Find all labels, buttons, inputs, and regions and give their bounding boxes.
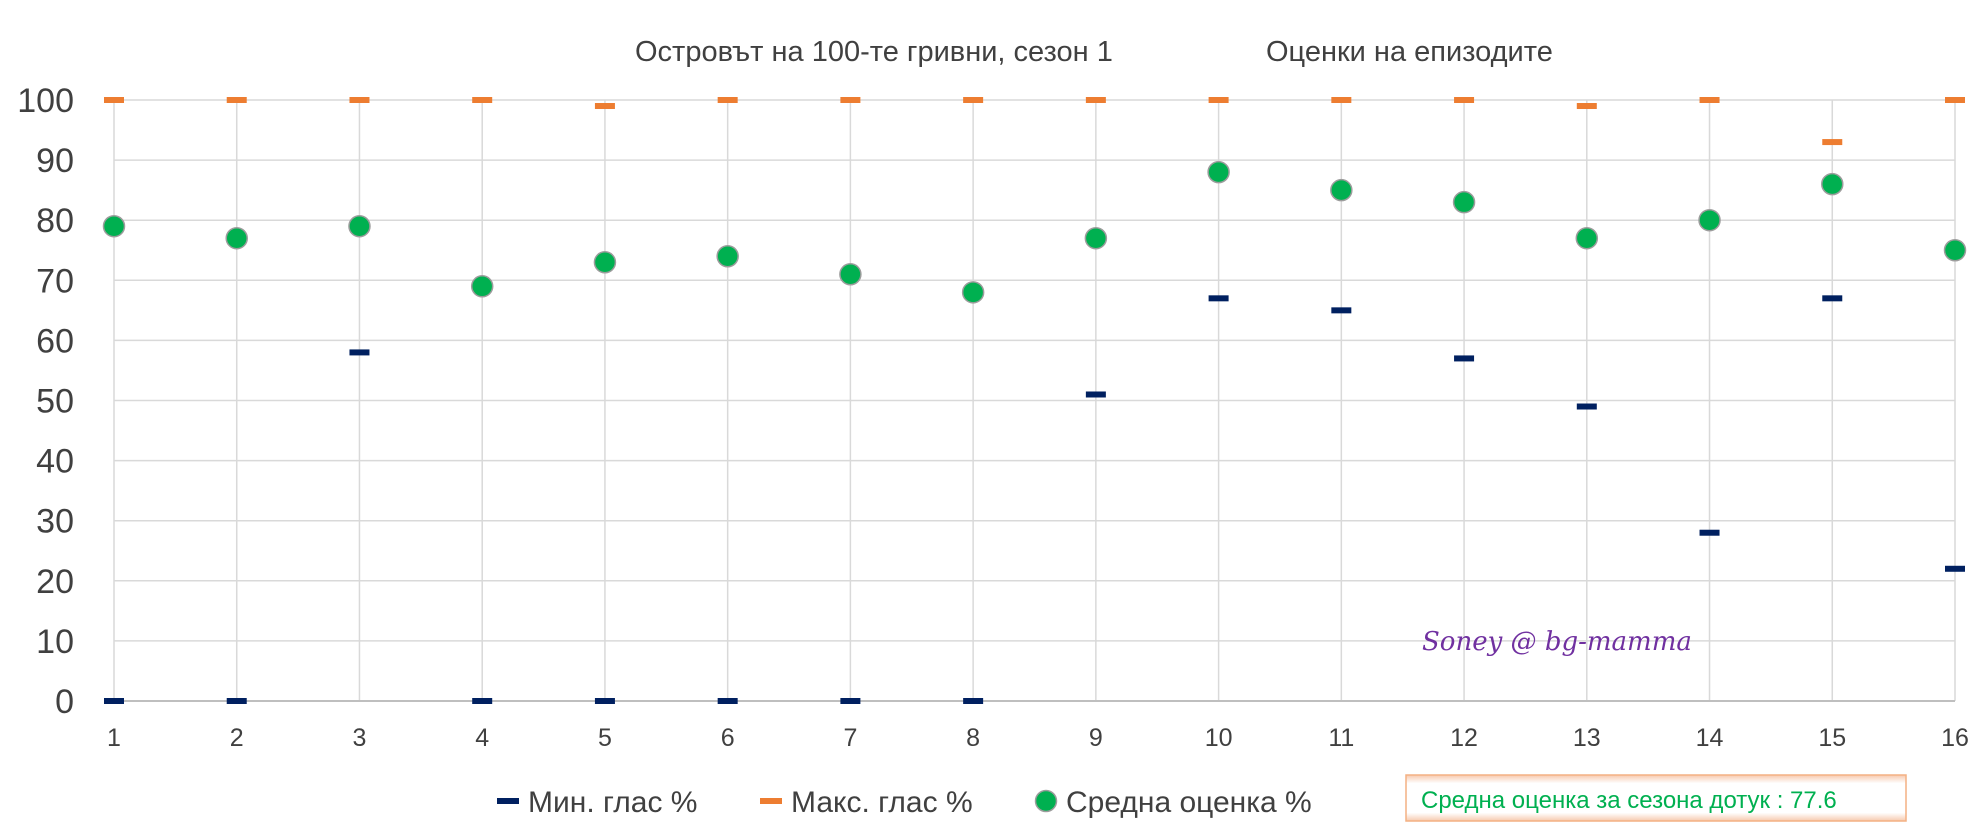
dash-marker (717, 698, 738, 704)
dash-marker (594, 103, 615, 110)
legend: Мин. глас % Макс. глас % Средна оценка % (497, 786, 1312, 819)
summary-text: Средна оценка за сезона дотук : 77.6 (1421, 787, 1837, 814)
dash-marker (226, 97, 247, 103)
y-tick-label: 70 (36, 262, 74, 300)
dash-marker (1331, 307, 1352, 314)
y-tick-label: 10 (36, 623, 74, 661)
dash-marker (349, 349, 370, 356)
dash-marker (1699, 529, 1720, 536)
dash-marker (1085, 97, 1106, 103)
y-tick-label: 40 (36, 443, 74, 481)
grid-lines (113, 99, 1956, 701)
x-tick-label: 16 (1941, 724, 1969, 752)
circle-marker (348, 214, 371, 238)
dash-marker (1085, 391, 1106, 398)
series-2 (104, 97, 1965, 146)
dash-marker (594, 698, 615, 704)
circle-marker (1575, 226, 1599, 250)
x-tick-label: 15 (1818, 724, 1846, 752)
dash-marker (1576, 403, 1597, 410)
circle-marker (1452, 190, 1476, 214)
x-tick-label: 9 (1089, 724, 1103, 752)
watermark-text: Soney @ bg-mamma (1422, 627, 1692, 657)
legend-label: Макс. глас % (791, 786, 973, 819)
dash-marker (1208, 295, 1229, 302)
circle-marker (839, 263, 862, 286)
circle-marker (1330, 178, 1353, 202)
dash-marker (349, 97, 370, 103)
dash-marker (472, 97, 493, 103)
x-tick-label: 10 (1205, 724, 1233, 752)
x-tick-label: 14 (1696, 724, 1724, 752)
x-tick-label: 8 (966, 724, 980, 752)
dash-marker (1699, 97, 1720, 103)
dash-marker (1454, 97, 1475, 103)
circle-marker (1084, 226, 1108, 250)
x-tick-label: 6 (721, 724, 735, 752)
x-tick-label: 11 (1328, 724, 1354, 752)
y-tick-label: 30 (36, 503, 74, 541)
circle-marker (1821, 172, 1844, 196)
x-tick-label: 3 (353, 724, 367, 752)
dash-marker (1945, 565, 1965, 572)
legend-item: Макс. глас % (760, 786, 973, 819)
x-tick-label: 12 (1450, 724, 1478, 752)
y-tick-label: 80 (36, 202, 74, 240)
dash-marker (840, 97, 861, 103)
x-tick-label: 13 (1573, 724, 1601, 752)
x-tick-label: 5 (598, 724, 612, 752)
legend-label: Средна оценка % (1066, 786, 1312, 819)
dash-marker (840, 698, 861, 704)
dash-marker (1822, 139, 1843, 146)
dash-marker (104, 97, 124, 103)
dash-marker (1576, 103, 1597, 110)
y-tick-label: 100 (17, 82, 74, 120)
y-tick-label: 50 (36, 383, 74, 421)
dash-marker (717, 97, 738, 103)
dash-marker (472, 698, 493, 704)
x-tick-label: 1 (107, 724, 121, 752)
circle-marker (470, 275, 494, 298)
circle-marker (593, 251, 617, 274)
circle-marker (716, 245, 739, 268)
dash-marker (104, 698, 124, 704)
legend-item: Средна оценка % (1034, 786, 1312, 819)
dash-marker (963, 97, 984, 103)
circle-marker (1698, 208, 1721, 232)
dash-marker (1945, 97, 1965, 103)
y-tick-label: 90 (36, 142, 74, 180)
legend-item: Мин. глас % (497, 786, 697, 819)
summary-box (1405, 774, 1907, 822)
legend-swatch (497, 798, 519, 804)
dash-marker (226, 698, 247, 704)
dash-marker (963, 698, 984, 704)
circle-marker (961, 281, 985, 304)
data-marks (102, 97, 1967, 704)
circle-marker (1207, 160, 1230, 184)
x-tick-label: 4 (475, 724, 489, 752)
y-tick-label: 60 (36, 322, 74, 360)
legend-label: Мин. глас % (528, 786, 697, 819)
circle-marker (225, 226, 248, 250)
chart-subtitle: Оценки на епизодите (1266, 36, 1553, 68)
circle-marker (1943, 239, 1967, 262)
x-tick-label: 7 (843, 724, 857, 752)
legend-swatch (760, 798, 782, 804)
y-tick-label: 20 (36, 563, 74, 601)
circle-marker (102, 214, 126, 238)
series-3 (102, 160, 1967, 304)
chart-title: Островът на 100-те гривни, сезон 1 (635, 36, 1113, 68)
dash-marker (1331, 97, 1352, 103)
x-tick-label: 2 (230, 724, 244, 752)
dash-marker (1822, 295, 1843, 302)
dash-marker (1208, 97, 1229, 103)
y-tick-label: 0 (55, 683, 74, 721)
dash-marker (1454, 355, 1475, 362)
series-1 (104, 295, 1965, 704)
legend-swatch (1034, 789, 1058, 813)
